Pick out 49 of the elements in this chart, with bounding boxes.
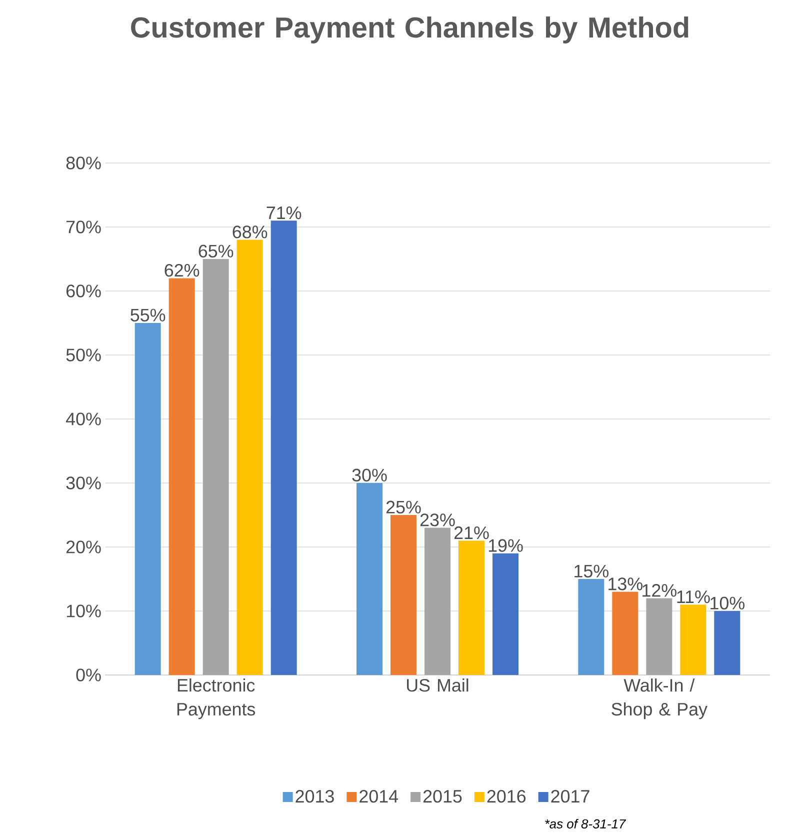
y-tick-label: 50%	[66, 348, 101, 362]
legend-label: 2015	[423, 790, 462, 803]
bar	[390, 514, 416, 675]
x-tick-label: Walk-In / Shop & Pay	[612, 678, 708, 720]
x-tick-label: Electronic Payments	[177, 678, 256, 720]
bar	[714, 610, 740, 675]
data-label: 19%	[488, 539, 523, 552]
data-label: 62%	[164, 264, 200, 277]
chart-title: Customer Payment Channels by Method	[131, 16, 688, 44]
legend-label: 2014	[360, 790, 398, 803]
bar	[612, 592, 638, 675]
data-label: 68%	[232, 226, 268, 238]
bar	[134, 322, 161, 675]
data-label: 65%	[198, 244, 234, 258]
bar	[492, 553, 518, 675]
bar	[168, 278, 195, 675]
data-label: 21%	[454, 526, 489, 540]
data-label: 13%	[608, 578, 642, 590]
data-label: 30%	[352, 468, 387, 482]
data-label: 55%	[130, 308, 166, 322]
data-label: 25%	[386, 500, 421, 514]
bar	[356, 482, 382, 675]
legend-label: 2013	[296, 790, 334, 803]
bar	[646, 598, 672, 675]
legend-label: 2017	[551, 790, 590, 803]
x-tick-label: US Mail	[407, 678, 468, 692]
y-tick-label: 30%	[66, 476, 101, 490]
y-tick-label: 10%	[66, 604, 101, 618]
bar	[424, 528, 450, 675]
y-tick-label: 60%	[66, 284, 101, 298]
y-tick-label: 80%	[66, 156, 101, 170]
bar	[680, 604, 706, 675]
y-tick-label: 0%	[76, 668, 101, 682]
data-label: 12%	[642, 584, 676, 597]
bar	[270, 220, 297, 675]
data-label: 11%	[677, 590, 710, 604]
y-tick-label: 40%	[66, 412, 101, 426]
data-label: 15%	[574, 564, 608, 578]
legend-label: 2016	[487, 790, 526, 803]
bar	[578, 578, 604, 675]
bar	[202, 258, 229, 675]
text: *as of 8-31-17	[545, 818, 626, 828]
data-label: 23%	[420, 514, 455, 526]
bar	[236, 240, 263, 675]
y-tick-label: 70%	[66, 220, 101, 234]
bar	[458, 540, 484, 675]
data-label: 10%	[710, 596, 744, 610]
y-tick-label: 20%	[66, 540, 101, 554]
data-label: 71%	[266, 206, 302, 220]
